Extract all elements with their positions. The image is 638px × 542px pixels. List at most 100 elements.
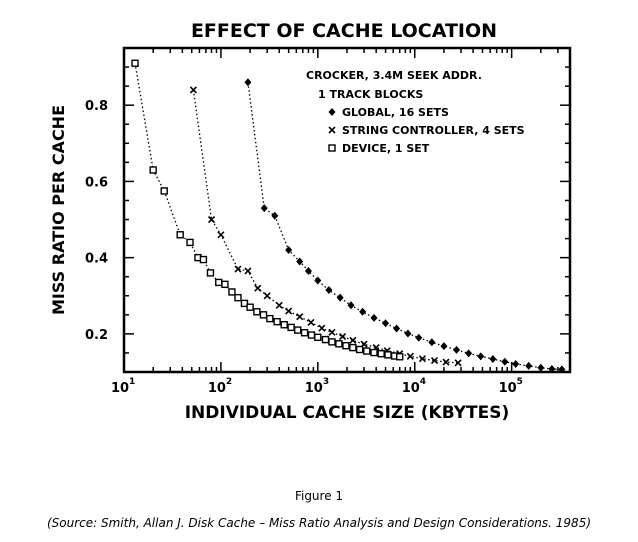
y-tick-label: 0.2 [85,328,108,343]
x-tick-label: 10 [208,381,226,396]
data-point [234,265,242,273]
data-point [377,350,385,358]
data-point [489,355,497,364]
data-point [382,319,390,328]
data-point [325,286,333,295]
data-point [501,357,509,366]
data-point [207,215,216,224]
data-point [228,288,236,296]
data-point [370,348,378,357]
data-point [465,349,473,358]
data-point [558,365,566,374]
data-point [363,347,371,355]
data-point [440,342,448,351]
legend-marker-square [328,144,336,152]
data-point [221,280,229,289]
data-point [253,308,261,316]
x-tick-label: 10 [402,381,420,396]
data-point [512,359,520,368]
data-point [318,324,326,332]
chart-title: EFFECT OF CACHE LOCATION [191,20,497,42]
figure-caption: Figure 1 [294,489,344,503]
data-point [294,326,302,334]
legend-entry-label: GLOBAL, 16 SETS [342,106,449,119]
data-point [176,231,184,239]
data-point [384,351,392,359]
data-point [254,284,262,292]
data-point [442,358,450,366]
source-caption: (Source: Smith, Allan J. Disk Cache – Mi… [46,516,592,530]
data-point [275,301,283,309]
data-point [263,292,271,300]
data-point [328,328,336,336]
data-point [246,303,254,311]
data-point [131,59,139,67]
x-axis-label: INDIVIDUAL CACHE SIZE (KBYTES) [185,403,510,423]
legend-header-line: CROCKER, 3.4M SEEK ADDR. [306,69,482,82]
data-point [215,278,223,287]
data-point [359,307,367,316]
data-point [217,231,225,239]
y-tick-label: 0.6 [85,175,108,190]
data-point [336,293,344,302]
data-point [338,332,347,341]
data-point [454,359,462,367]
data-point [415,333,423,342]
data-point [304,266,312,275]
series-x [189,86,462,367]
x-tick-label: 10 [111,381,129,396]
data-point [548,364,556,373]
x-tick-label: 10 [305,381,323,396]
x-tick-exponent: 4 [420,377,426,387]
data-point [271,211,279,220]
legend-header-line: 1 TRACK BLOCKS [318,88,423,101]
data-point [307,318,315,327]
data-point [430,356,439,365]
data-point [453,345,461,354]
data-point [393,324,401,333]
data-point [355,345,364,354]
legend-marker-x [328,126,336,134]
data-point [189,86,197,94]
data-point [199,255,208,264]
data-point [240,299,249,308]
axis-ticks: 10 1 10 2 10 3 10 4 10 50.20.40.60.8 [85,47,571,396]
data-point [328,338,336,346]
data-point [244,78,252,87]
data-point [260,204,268,213]
y-tick-label: 0.8 [85,99,108,114]
y-axis-label: MISS RATIO PER CACHE [49,105,68,315]
legend: CROCKER, 3.4M SEEK ADDR. 1 TRACK BLOCKS GL… [306,69,525,155]
series-square [131,59,404,361]
data-point [418,355,426,363]
data-point [321,335,330,344]
data-point [406,352,414,360]
data-point [244,267,252,275]
data-point [266,314,274,323]
data-point [537,363,545,372]
x-tick-label: 10 [499,381,517,396]
data-point [259,311,268,319]
data-point [206,269,215,277]
data-point [404,329,412,338]
data-point [349,343,357,352]
data-point [525,361,533,370]
data-point [307,331,316,339]
data-point [285,246,293,255]
legend-entry-label: DEVICE, 1 SET [342,142,430,155]
data-point [296,313,304,321]
x-tick-exponent: 1 [129,377,135,387]
data-point [285,307,293,315]
data-point [273,317,281,326]
x-tick-exponent: 2 [226,377,232,387]
x-tick-exponent: 5 [517,377,523,387]
data-point [160,187,168,195]
data-point [186,238,194,247]
data-point [287,323,295,332]
data-point [477,352,485,361]
data-point [370,313,378,322]
data-point [300,329,309,337]
data-point [314,276,322,285]
legend-entry-label: STRING CONTROLLER, 4 SETS [342,124,525,137]
data-point [347,301,355,310]
